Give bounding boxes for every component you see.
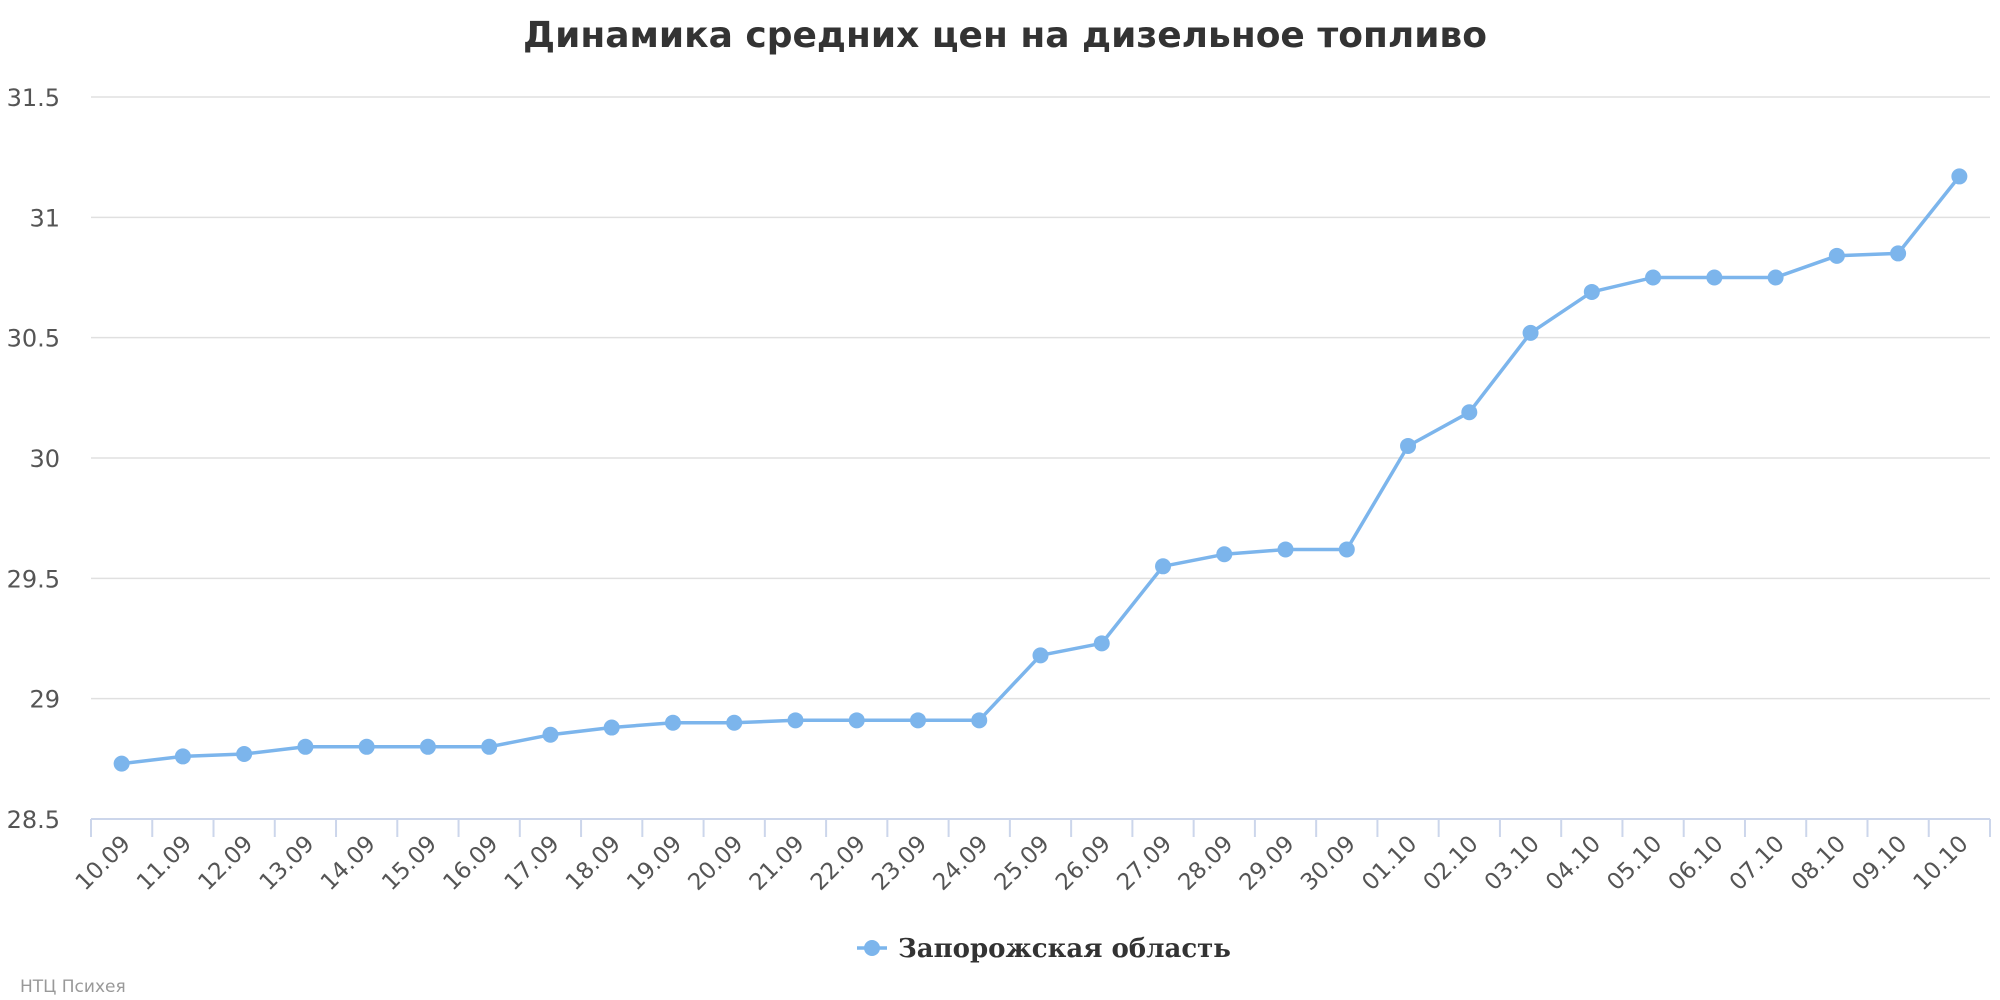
y-tick-label: 28.5 [7, 806, 60, 834]
data-point[interactable] [1093, 635, 1110, 652]
x-axis: 10.0911.0912.0913.0914.0915.0916.0917.09… [71, 818, 1991, 896]
y-tick-label: 31 [29, 204, 60, 232]
data-point[interactable] [603, 719, 620, 736]
data-point[interactable] [1828, 247, 1845, 264]
x-tick-label: 18.09 [561, 831, 626, 896]
data-point[interactable] [1522, 324, 1539, 341]
legend-label: Запорожская область [898, 934, 1231, 964]
x-tick-label: 24.09 [929, 831, 994, 896]
credits-label[interactable]: НТЦ Психея [20, 977, 126, 997]
x-tick-label: 29.09 [1235, 831, 1300, 896]
gridlines [91, 96, 1990, 700]
data-point[interactable] [236, 746, 253, 763]
x-tick-label: 09.10 [1847, 831, 1912, 896]
x-tick-label: 15.09 [377, 831, 442, 896]
data-point[interactable] [1338, 541, 1355, 558]
x-tick-label: 19.09 [622, 831, 687, 896]
data-point[interactable] [1645, 269, 1662, 286]
data-point[interactable] [419, 738, 436, 755]
y-tick-label: 29.5 [7, 565, 60, 593]
data-point[interactable] [971, 712, 988, 729]
data-point[interactable] [481, 738, 498, 755]
data-point[interactable] [358, 738, 375, 755]
x-tick-label: 10.09 [71, 831, 136, 896]
y-tick-label: 30 [29, 445, 60, 473]
y-tick-label: 31.5 [7, 84, 60, 112]
data-point[interactable] [1583, 283, 1600, 300]
legend-marker-icon [864, 940, 880, 956]
data-point[interactable] [174, 748, 191, 765]
y-axis-labels: 28.5 29 29.5 30 30.5 31 31.5 [7, 84, 60, 834]
x-tick-label: 05.10 [1602, 831, 1667, 896]
x-tick-label: 14.09 [316, 831, 381, 896]
y-tick-label: 30.5 [7, 325, 60, 353]
x-tick-label: 03.10 [1480, 831, 1545, 896]
legend[interactable]: Запорожская область [857, 934, 1231, 964]
series-layer [113, 168, 1968, 772]
x-tick-label: 13.09 [255, 831, 320, 896]
x-tick-label: 23.09 [867, 831, 932, 896]
x-tick-label: 11.09 [132, 831, 197, 896]
series-line [119, 174, 1962, 766]
data-point[interactable] [1155, 558, 1172, 575]
data-point[interactable] [1890, 245, 1907, 262]
x-tick-label: 30.09 [1296, 831, 1361, 896]
x-tick-label: 22.09 [806, 831, 871, 896]
data-point[interactable] [848, 712, 865, 729]
x-tick-label: 20.09 [683, 831, 748, 896]
data-point[interactable] [113, 755, 130, 772]
data-point[interactable] [909, 712, 926, 729]
x-tick-label: 01.10 [1357, 831, 1422, 896]
x-tick-label: 10.10 [1909, 831, 1974, 896]
data-point[interactable] [726, 714, 743, 731]
data-point[interactable] [297, 738, 314, 755]
data-point[interactable] [1400, 437, 1417, 454]
data-point[interactable] [1951, 168, 1968, 185]
x-tick-label: 07.10 [1725, 831, 1790, 896]
data-point[interactable] [1706, 269, 1723, 286]
x-tick-label: 25.09 [990, 831, 1055, 896]
x-tick-label: 17.09 [500, 831, 565, 896]
x-tick-label: 26.09 [1051, 831, 1116, 896]
data-point[interactable] [1277, 541, 1294, 558]
data-point[interactable] [1032, 647, 1049, 664]
x-tick-label: 04.10 [1541, 831, 1606, 896]
x-tick-label: 06.10 [1664, 831, 1729, 896]
data-point[interactable] [1461, 404, 1478, 421]
x-tick-label: 02.10 [1419, 831, 1484, 896]
x-tick-label: 16.09 [438, 831, 503, 896]
data-point[interactable] [1767, 269, 1784, 286]
x-tick-label: 21.09 [745, 831, 810, 896]
x-tick-label: 12.09 [193, 831, 258, 896]
x-tick-label: 28.09 [1174, 831, 1239, 896]
data-point[interactable] [787, 712, 804, 729]
y-tick-label: 29 [29, 686, 60, 714]
data-point[interactable] [542, 726, 559, 743]
x-tick-label: 08.10 [1786, 831, 1851, 896]
x-tick-label: 27.09 [1112, 831, 1177, 896]
chart-title: Динамика средних цен на дизельное топлив… [523, 15, 1487, 56]
data-point[interactable] [664, 714, 681, 731]
data-point[interactable] [1216, 546, 1233, 563]
